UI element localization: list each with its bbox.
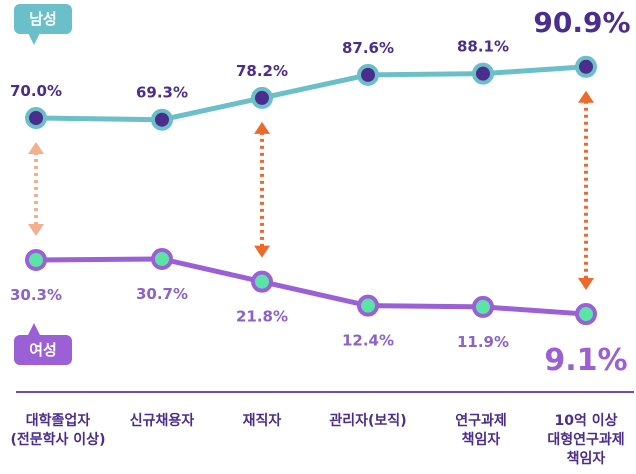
male-data-label: 78.2% xyxy=(236,62,288,80)
x-tick-label: 재직자 xyxy=(242,413,282,429)
female-data-point xyxy=(25,249,47,271)
legend-male-label: 남성 xyxy=(29,10,57,28)
female-data-point xyxy=(472,295,494,318)
legend-male-pointer xyxy=(28,33,40,45)
male-data-label: 90.9% xyxy=(533,6,630,39)
legend-female-label: 여성 xyxy=(29,341,57,359)
male-data-point xyxy=(357,63,379,86)
female-data-point xyxy=(357,294,379,317)
female-data-label: 30.7% xyxy=(136,285,188,303)
gap-arrows xyxy=(28,90,594,291)
x-tick-label: 연구과제 책임자 xyxy=(455,413,507,448)
series-points xyxy=(25,55,597,326)
x-tick-label: 신규채용자 xyxy=(129,413,195,429)
female-data-label: 21.8% xyxy=(236,308,288,326)
female-data-label: 9.1% xyxy=(544,343,627,378)
x-axis-line xyxy=(16,391,634,393)
male-data-point xyxy=(25,107,47,129)
gap-arrow-head-up xyxy=(254,121,270,134)
male-data-label: 69.3% xyxy=(136,84,188,102)
data-labels: 70.0% 69.3% 78.2% 87.6% 88.1% 90.9% 30.3% 30.7%… xyxy=(10,6,631,378)
gap-arrow-head-down xyxy=(578,278,594,291)
male-data-point xyxy=(472,62,494,85)
legend-male-tag: 남성 xyxy=(14,4,72,34)
female-data-point xyxy=(575,303,597,326)
male-data-point xyxy=(251,86,273,109)
gap-arrow-head-up xyxy=(578,90,594,103)
male-data-point xyxy=(575,55,597,78)
x-tick-label: 대학졸업자 (전문학사 이상) xyxy=(10,413,106,448)
x-tick-label: 관리자(보직) xyxy=(329,413,407,429)
male-series-line xyxy=(35,64,587,123)
legend-female-pointer xyxy=(28,323,40,335)
male-data-label: 88.1% xyxy=(457,38,509,56)
female-data-point xyxy=(151,247,173,270)
male-data-label: 70.0% xyxy=(10,82,62,100)
legend-female-tag: 여성 xyxy=(14,335,72,365)
female-data-label: 11.9% xyxy=(457,333,509,351)
female-data-label: 30.3% xyxy=(10,286,62,304)
male-data-label: 87.6% xyxy=(342,39,394,57)
gap-arrow-head-up xyxy=(28,142,44,154)
male-data-point xyxy=(151,108,173,131)
gap-arrow-head-down xyxy=(254,245,270,258)
gap-arrow-head-down xyxy=(28,224,44,236)
series-lines xyxy=(35,64,587,317)
female-series-line xyxy=(35,256,587,317)
x-tick-label: 10억 이상 대형연구과제 책임자 xyxy=(547,413,625,467)
female-data-point xyxy=(251,270,273,293)
female-data-label: 12.4% xyxy=(342,332,394,350)
